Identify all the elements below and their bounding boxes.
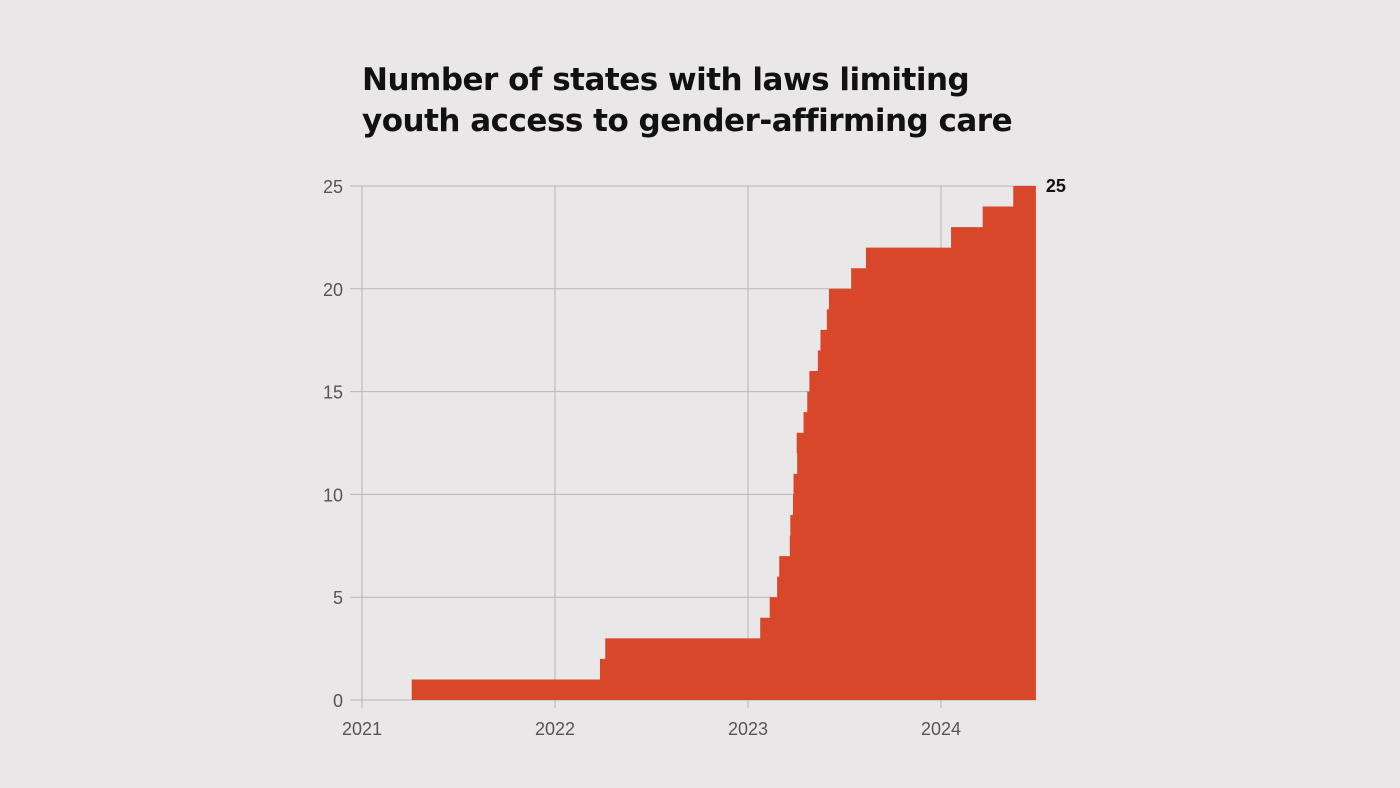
x-tick-label: 2021 — [342, 719, 382, 739]
y-tick-label: 15 — [323, 383, 343, 403]
x-tick-label: 2024 — [921, 719, 961, 739]
y-tick-label: 0 — [333, 691, 343, 711]
step-area-series — [412, 186, 1036, 700]
end-value-label: 25 — [1046, 176, 1066, 196]
chart-title: Number of states with laws limiting yout… — [362, 62, 1013, 139]
y-tick-label: 25 — [323, 177, 343, 197]
tick-labels: 0 5 10 15 20 25 2021 2022 2023 2024 25 — [323, 176, 1066, 739]
x-tick-label: 2023 — [728, 719, 768, 739]
y-tick-label: 20 — [323, 280, 343, 300]
x-tick-label: 2022 — [535, 719, 575, 739]
y-tick-label: 5 — [333, 588, 343, 608]
y-tick-label: 10 — [323, 485, 343, 505]
area-layer — [411, 186, 1036, 700]
